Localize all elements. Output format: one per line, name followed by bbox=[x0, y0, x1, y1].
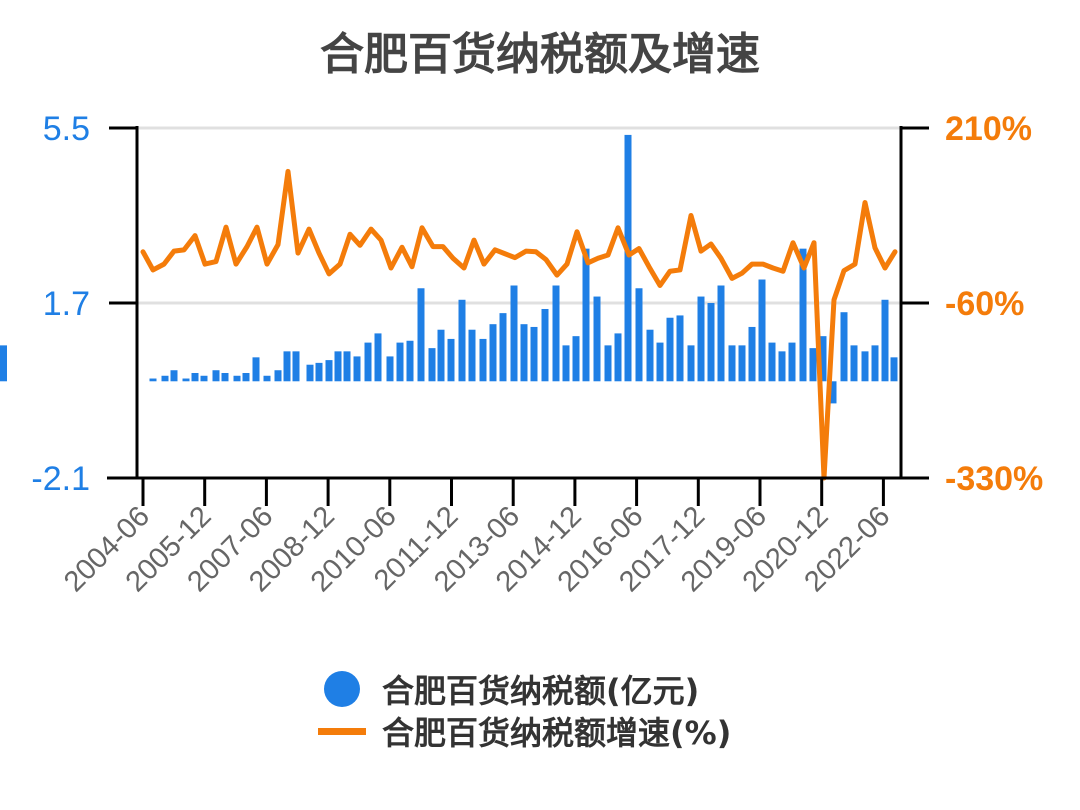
bar bbox=[274, 370, 282, 382]
bar bbox=[170, 370, 178, 382]
bar bbox=[315, 362, 323, 382]
bar bbox=[417, 288, 425, 382]
bar bbox=[788, 342, 796, 382]
bar bbox=[200, 375, 208, 382]
bar bbox=[656, 342, 664, 382]
bar bbox=[252, 357, 260, 382]
axes bbox=[107, 126, 929, 506]
bar bbox=[809, 348, 817, 382]
bar bbox=[233, 375, 241, 382]
bar bbox=[604, 345, 612, 382]
left-tick-label: 5.5 bbox=[43, 110, 90, 148]
bar bbox=[871, 345, 879, 382]
bar bbox=[292, 351, 300, 382]
bar bbox=[386, 356, 394, 382]
bar bbox=[707, 303, 715, 382]
bar bbox=[306, 364, 314, 382]
bar bbox=[489, 324, 497, 382]
bar bbox=[768, 342, 776, 382]
bar bbox=[374, 333, 382, 382]
bar bbox=[697, 296, 705, 382]
bar bbox=[343, 351, 351, 382]
bar bbox=[191, 373, 199, 382]
bar bbox=[428, 348, 436, 382]
bar bbox=[552, 285, 560, 382]
bar bbox=[161, 375, 169, 382]
bar bbox=[334, 351, 342, 382]
bar bbox=[263, 375, 271, 382]
bar bbox=[364, 342, 372, 382]
bar bbox=[437, 329, 445, 382]
bar bbox=[468, 329, 476, 382]
bar bbox=[676, 315, 684, 382]
left-tick-label: -2.1 bbox=[31, 460, 90, 498]
bar bbox=[624, 134, 632, 382]
bar bbox=[778, 351, 786, 382]
x-axis-labels: 2004-062005-122007-062008-122010-062011-… bbox=[58, 500, 896, 598]
bar bbox=[717, 285, 725, 382]
bar bbox=[614, 333, 622, 382]
bar bbox=[748, 326, 756, 382]
bar bbox=[353, 356, 361, 382]
bar bbox=[738, 345, 746, 382]
gridlines bbox=[137, 126, 901, 305]
bar bbox=[149, 378, 157, 382]
bar bbox=[646, 329, 654, 382]
bar bbox=[458, 299, 466, 382]
left-tick-label: 1.7 bbox=[43, 285, 90, 323]
bar bbox=[447, 338, 455, 382]
right-tick-label: -330% bbox=[945, 460, 1043, 498]
bar bbox=[530, 326, 538, 382]
bar bbox=[799, 248, 807, 382]
bar bbox=[758, 279, 766, 382]
left-axis-labels: 5.5 1.7 -2.1 bbox=[31, 110, 90, 498]
bar bbox=[182, 378, 190, 382]
legend-item-bar[interactable]: 合肥百货纳税额(亿元) bbox=[318, 668, 731, 710]
bar bbox=[840, 312, 848, 382]
bar bbox=[520, 324, 528, 382]
bar bbox=[396, 342, 404, 382]
chart-title: 合肥百货纳税额及增速 bbox=[320, 29, 760, 80]
legend-line-icon bbox=[318, 727, 366, 735]
bar bbox=[593, 296, 601, 382]
bar bbox=[221, 373, 229, 382]
bar bbox=[819, 336, 827, 382]
bar bbox=[881, 299, 889, 382]
bar bbox=[687, 345, 695, 382]
bar bbox=[479, 338, 487, 382]
legend-item-line[interactable]: 合肥百货纳税额增速(%) bbox=[318, 710, 731, 752]
bar bbox=[212, 370, 220, 382]
bar bbox=[499, 313, 507, 382]
bar bbox=[541, 308, 549, 382]
line-series bbox=[140, 168, 898, 481]
bar bbox=[283, 351, 291, 382]
bar bbox=[510, 285, 518, 382]
bar bbox=[635, 288, 643, 382]
bar bbox=[406, 340, 414, 382]
bar bbox=[890, 357, 898, 382]
legend-bar-label: 合肥百货纳税额(亿元) bbox=[382, 672, 700, 710]
bar bbox=[666, 317, 674, 382]
bar bbox=[0, 345, 7, 382]
bar-series bbox=[0, 134, 898, 404]
bar bbox=[829, 381, 837, 404]
legend-circle-icon bbox=[324, 671, 360, 707]
right-axis-labels: 210% -60% -330% bbox=[945, 110, 1043, 498]
bar bbox=[728, 345, 736, 382]
bar bbox=[572, 336, 580, 382]
legend: 合肥百货纳税额(亿元) 合肥百货纳税额增速(%) bbox=[318, 668, 731, 752]
growth-line bbox=[140, 168, 898, 481]
bar bbox=[325, 360, 333, 382]
bar bbox=[242, 373, 250, 382]
bar bbox=[861, 351, 869, 382]
bar bbox=[582, 248, 590, 382]
right-tick-label: -60% bbox=[945, 285, 1024, 323]
bar bbox=[562, 345, 570, 382]
right-tick-label: 210% bbox=[945, 110, 1032, 148]
bar bbox=[850, 345, 858, 382]
legend-line-label: 合肥百货纳税额增速(%) bbox=[382, 714, 732, 752]
